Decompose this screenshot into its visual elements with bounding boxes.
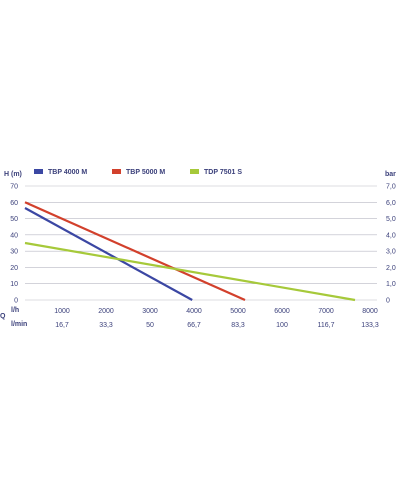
x-tick-label-lh: 6000	[274, 308, 290, 315]
right-tick-label: 1,0	[386, 281, 396, 288]
x-tick-label-lmin: 33,3	[99, 322, 113, 329]
legend: TBP 4000 M TBP 5000 M TDP 7501 S	[34, 169, 242, 176]
legend-swatch	[34, 169, 43, 174]
x-tick-label-lh: 1000	[54, 308, 70, 315]
right-tick-label: 5,0	[386, 216, 396, 223]
left-tick-label: 0	[14, 298, 18, 305]
left-tick-label: 30	[10, 249, 18, 256]
right-tick-label: 7,0	[386, 184, 396, 191]
series-line	[24, 207, 193, 301]
x-tick-label-lh: 8000	[362, 308, 378, 315]
x-tick-label-lmin: 16,7	[55, 322, 69, 329]
left-tick-label: 50	[10, 216, 18, 223]
q-label: Q	[0, 313, 6, 320]
x-tick-label-lmin: 133,3	[361, 322, 379, 329]
x-tick-label-lh: 3000	[142, 308, 158, 315]
legend-swatch	[190, 169, 199, 174]
left-axis-ticks: 0 10 20 30 40 50 60 70	[10, 184, 18, 305]
right-tick-label: 3,0	[386, 249, 396, 256]
series-lines	[24, 201, 356, 302]
series-line	[24, 241, 356, 302]
legend-label: TBP 4000 M	[48, 169, 87, 176]
x-tick-label-lh: 5000	[230, 308, 246, 315]
legend-swatch	[112, 169, 121, 174]
right-tick-label: 4,0	[386, 232, 396, 239]
left-tick-label: 20	[10, 265, 18, 272]
x-tick-label-lh: 2000	[98, 308, 114, 315]
left-tick-label: 60	[10, 200, 18, 207]
left-tick-label: 10	[10, 281, 18, 288]
legend-label: TDP 7501 S	[204, 169, 242, 176]
left-tick-label: 70	[10, 184, 18, 191]
right-axis-ticks: 0 1,0 2,0 3,0 4,0 5,0 6,0 7,0	[386, 184, 396, 305]
x-axis-lmin-label: l/min	[11, 321, 27, 328]
right-axis-label: bar	[385, 171, 396, 178]
left-tick-label: 40	[10, 232, 18, 239]
x-tick-label-lmin: 116,7	[318, 322, 335, 329]
grid-lines	[25, 185, 377, 301]
right-tick-label: 6,0	[386, 200, 396, 207]
x-tick-label-lmin: 66,7	[187, 322, 201, 329]
series-line	[24, 201, 246, 302]
x-axis-lh-label: l/h	[11, 307, 19, 314]
x-tick-label-lh: 4000	[186, 308, 202, 315]
x-tick-label-lmin: 50	[146, 322, 154, 329]
legend-label: TBP 5000 M	[126, 169, 165, 176]
x-tick-label-lmin: 83,3	[231, 322, 245, 329]
x-axis-lh-ticks: 1000 2000 3000 4000 5000 6000 7000 8000	[54, 308, 378, 315]
x-tick-label-lh: 7000	[318, 308, 334, 315]
x-axis-lmin-ticks: 16,7 33,3 50 66,7 83,3 100 116,7 133,3	[55, 322, 379, 329]
right-tick-label: 0	[386, 298, 390, 305]
right-tick-label: 2,0	[386, 265, 396, 272]
x-tick-label-lmin: 100	[276, 322, 288, 329]
left-axis-label: H (m)	[4, 171, 22, 178]
